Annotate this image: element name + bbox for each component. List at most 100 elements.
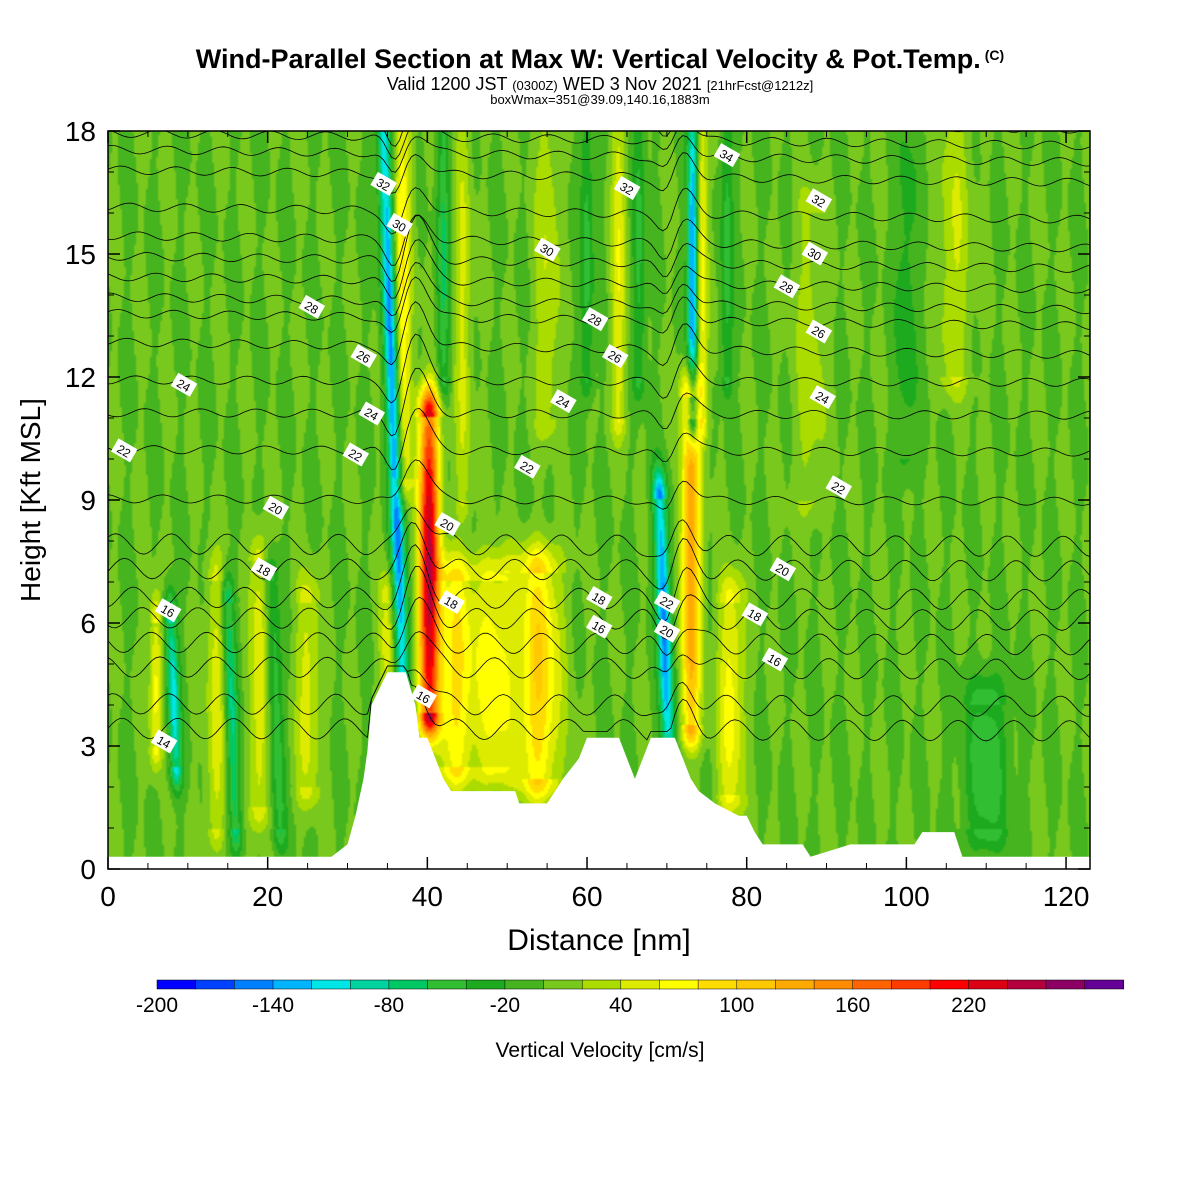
y-axis-label: Height [Kft MSL] (15, 398, 46, 602)
contour-label-text: 22 (829, 479, 848, 498)
colorbar-swatch (234, 979, 274, 990)
colorbar-swatch (736, 979, 777, 990)
colorbar-swatch (350, 979, 390, 990)
colorbar-swatch (311, 979, 351, 990)
theta-contour-line (108, 152, 1090, 194)
contour-label: 20 (769, 557, 797, 582)
contour-label: 26 (805, 319, 833, 344)
contour-label-text: 20 (657, 622, 676, 641)
contour-label-box (514, 454, 541, 479)
contour-label: 24 (809, 385, 837, 410)
colorbar-swatch (504, 979, 545, 990)
contour-label: 34 (713, 143, 741, 168)
contour-label-box (713, 143, 741, 168)
contour-label-text: 22 (518, 458, 537, 477)
contour-label-group: 1416182022242822242632301618202224302826… (110, 143, 853, 754)
contour-label-box (801, 241, 829, 266)
y-tick-label: 18 (65, 116, 96, 147)
chart-title-text: Wind-Parallel Section at Max W: Vertical… (195, 44, 981, 74)
contour-label-box (154, 598, 182, 623)
colorbar-swatch (195, 979, 236, 990)
x-tick-label: 40 (412, 881, 443, 912)
contour-label-box (350, 344, 378, 369)
contour-label-text: 32 (617, 179, 636, 198)
theta-contour-line (108, 631, 1090, 680)
contour-label: 28 (581, 307, 609, 332)
contour-label-box (653, 590, 681, 615)
theta-contour-line (108, 214, 1090, 266)
contour-label-text: 30 (390, 216, 409, 235)
contour-label-box (410, 684, 437, 709)
contour-label: 32 (613, 175, 641, 200)
contour-label-text: 34 (717, 147, 736, 166)
theta-contour-line (108, 507, 1090, 557)
colorbar-swatch (659, 979, 699, 990)
colorbar-swatch (697, 979, 738, 990)
y-tick-label: 0 (80, 854, 96, 885)
theta-contour-line (108, 665, 1090, 742)
theta-contour-line (108, 301, 1090, 366)
colorbar-swatches (156, 979, 1125, 990)
contour-label-box (805, 188, 833, 213)
contour-label-box (298, 294, 326, 319)
contour-label-box (741, 602, 769, 627)
colorbar-swatch (156, 979, 197, 990)
x-tick-label: 80 (731, 881, 762, 912)
contour-label-text: 30 (538, 241, 557, 260)
contour-label-text: 22 (114, 442, 133, 461)
contour-label-text: 22 (346, 446, 365, 465)
contour-label: 30 (386, 212, 413, 237)
colorbar-swatch (929, 979, 970, 990)
colorbar-swatch (891, 979, 931, 990)
colorbar-swatch (968, 979, 1009, 990)
theta-contour-line (108, 459, 1090, 510)
contour-label-text: 20 (438, 516, 457, 535)
terrain-mask (108, 672, 1090, 869)
contour-label: 26 (350, 344, 378, 369)
contour-label: 20 (653, 618, 681, 643)
colorbar-tick-label: 100 (719, 994, 754, 1017)
y-tick-label: 15 (65, 239, 96, 270)
contour-label: 20 (262, 495, 290, 520)
x-tick-label: 20 (252, 881, 283, 912)
theta-contour-line (108, 367, 1090, 437)
contour-label: 26 (601, 344, 629, 369)
contour-label-box (262, 495, 290, 520)
theta-contour-line (108, 565, 1090, 640)
contour-label-text: 24 (554, 393, 573, 412)
chart-title: Wind-Parallel Section at Max W: Vertical… (0, 44, 1200, 75)
contour-label-text: 24 (362, 405, 381, 424)
forecast-run: [21hrFcst@1212z] (706, 78, 814, 93)
x-tick-label: 60 (571, 881, 602, 912)
theta-contour-line (108, 187, 1090, 235)
colorbar-swatch (620, 979, 661, 990)
contour-label-text: 32 (809, 192, 828, 211)
x-tick-label: 0 (100, 881, 116, 912)
theta-contour-line (108, 239, 1090, 299)
x-axis: 0 20 40 60 80 100 120 (100, 131, 1089, 912)
contour-label: 18 (585, 585, 613, 610)
contour-label-text: 28 (302, 298, 321, 317)
contour-label-text: 18 (589, 589, 608, 608)
contour-label: 30 (801, 241, 829, 266)
colorbar-swatch (1045, 979, 1086, 990)
contour-label-text: 26 (809, 323, 828, 342)
theta-contour-line (108, 407, 1090, 470)
contour-label: 22 (514, 454, 541, 479)
y-axis: 0 3 6 9 12 15 18 (65, 116, 1090, 885)
colorbar-tick-label: -140 (252, 994, 294, 1017)
contour-label-box (250, 557, 278, 582)
contour-label: 16 (585, 614, 613, 639)
contour-label: 24 (170, 372, 198, 397)
contour-label-box (386, 212, 413, 237)
contour-label-box (581, 307, 609, 332)
contour-label: 22 (825, 475, 853, 500)
contour-label: 24 (358, 401, 386, 426)
contour-label-text: 16 (589, 618, 608, 637)
contour-label: 24 (550, 389, 577, 414)
contour-label-box (150, 729, 178, 754)
contour-label-text: 16 (765, 651, 784, 670)
colorbar-tick-label: -200 (136, 994, 178, 1017)
contour-label-text: 18 (254, 561, 273, 580)
theta-contour-line (108, 665, 1090, 717)
